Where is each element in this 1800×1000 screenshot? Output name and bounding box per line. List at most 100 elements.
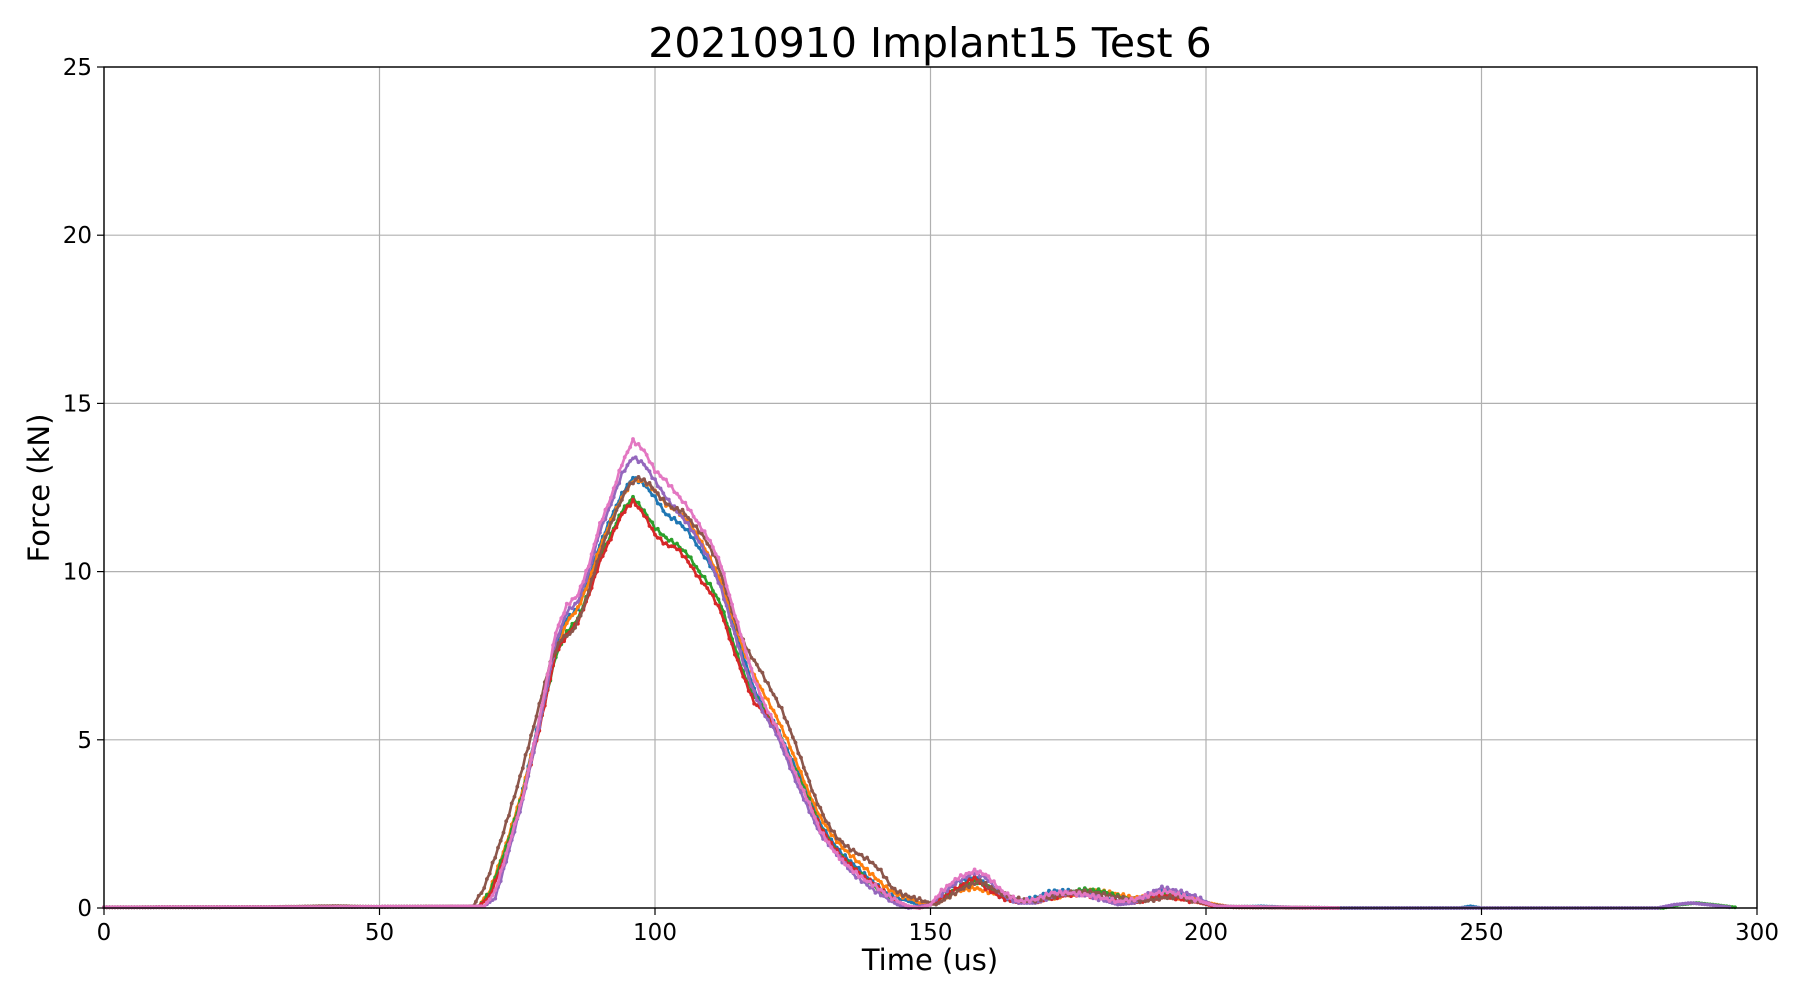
data-point xyxy=(713,601,718,606)
data-point xyxy=(1027,899,1032,904)
data-point xyxy=(936,901,941,905)
series-6 xyxy=(102,475,1341,910)
data-point xyxy=(625,504,630,508)
data-point xyxy=(479,904,484,909)
data-point xyxy=(487,871,492,876)
data-point xyxy=(788,756,792,761)
data-point xyxy=(956,877,960,882)
data-point xyxy=(815,821,820,825)
data-point xyxy=(771,692,776,697)
data-point xyxy=(531,724,536,729)
data-point xyxy=(796,778,801,782)
data-point xyxy=(848,866,853,870)
data-point xyxy=(655,470,660,474)
data-point xyxy=(694,518,699,523)
data-point xyxy=(584,568,588,573)
data-point xyxy=(683,520,688,525)
data-point xyxy=(934,895,938,900)
data-point xyxy=(810,788,814,793)
data-point xyxy=(755,703,759,708)
data-point xyxy=(846,863,850,868)
data-point xyxy=(760,709,765,714)
data-point xyxy=(603,507,608,512)
data-point xyxy=(688,564,693,569)
data-point xyxy=(642,514,646,518)
data-point xyxy=(509,834,514,838)
data-point xyxy=(1672,902,1677,907)
data-point xyxy=(655,484,660,489)
data-point xyxy=(592,542,597,547)
data-point xyxy=(1107,889,1112,894)
data-point xyxy=(661,509,666,513)
data-point xyxy=(531,741,536,746)
chart-title: 20210910 Implant15 Test 6 xyxy=(648,19,1211,67)
data-point xyxy=(1129,896,1134,901)
data-point xyxy=(879,893,883,898)
x-tick-label: 300 xyxy=(1735,920,1779,946)
data-point xyxy=(961,874,966,879)
data-point xyxy=(688,555,693,560)
data-point xyxy=(628,459,633,463)
data-point xyxy=(741,639,746,644)
data-point xyxy=(755,682,759,687)
data-point xyxy=(677,520,682,525)
data-point xyxy=(735,652,740,657)
data-point xyxy=(967,888,971,893)
data-point xyxy=(1096,894,1101,898)
data-point xyxy=(1055,892,1060,896)
data-point xyxy=(1193,899,1197,903)
data-point xyxy=(680,507,685,512)
data-point xyxy=(757,668,762,673)
data-point xyxy=(859,874,864,878)
data-point xyxy=(763,703,768,708)
data-point xyxy=(1121,892,1126,896)
data-point xyxy=(744,679,748,684)
data-point xyxy=(570,613,575,617)
data-point xyxy=(964,883,969,888)
data-point xyxy=(1063,889,1068,894)
data-point xyxy=(496,881,500,886)
data-point xyxy=(730,602,734,607)
data-point xyxy=(609,520,613,525)
data-point xyxy=(713,572,718,577)
data-point xyxy=(694,564,699,569)
data-point xyxy=(972,874,977,879)
data-point xyxy=(727,593,732,597)
data-point xyxy=(958,884,963,888)
series-7-markers xyxy=(102,437,1341,910)
data-point xyxy=(523,753,528,757)
data-point xyxy=(898,889,903,894)
data-point xyxy=(537,716,542,721)
data-point xyxy=(691,566,696,571)
data-point xyxy=(779,705,784,710)
data-point xyxy=(622,469,627,473)
data-point xyxy=(992,887,996,892)
data-point xyxy=(694,543,699,547)
data-point xyxy=(793,740,798,745)
data-point xyxy=(606,503,611,507)
data-point xyxy=(650,526,655,531)
data-point xyxy=(625,487,630,492)
data-point xyxy=(958,887,963,892)
data-point xyxy=(1008,896,1013,900)
data-point xyxy=(587,589,591,593)
data-point xyxy=(567,616,572,620)
data-point xyxy=(738,632,743,637)
data-point xyxy=(857,860,861,864)
data-point xyxy=(931,899,936,904)
data-point xyxy=(763,695,768,700)
series-2-line xyxy=(102,478,1340,910)
data-point xyxy=(978,878,982,883)
data-point xyxy=(493,888,498,892)
series-4 xyxy=(102,497,1341,910)
data-point xyxy=(735,658,740,662)
data-point xyxy=(738,666,743,671)
y-tick-label: 0 xyxy=(77,896,92,922)
data-point xyxy=(779,738,784,742)
data-point xyxy=(719,610,723,615)
data-point xyxy=(777,721,781,725)
data-point xyxy=(680,515,685,519)
data-point xyxy=(526,746,531,750)
data-point xyxy=(942,888,947,893)
data-point xyxy=(540,703,544,708)
